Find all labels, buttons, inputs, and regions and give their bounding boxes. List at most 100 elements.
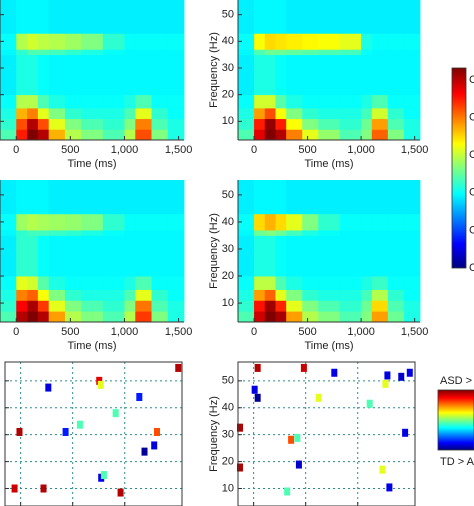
- heat-cell: [361, 108, 373, 120]
- heat-cell: [27, 213, 39, 231]
- heat-cell: [0, 49, 17, 56]
- heat-cell: [387, 108, 405, 120]
- heat-cell: [275, 94, 287, 109]
- heat-cell: [238, 235, 255, 277]
- heat-cell: [37, 213, 50, 231]
- heat-cell: [0, 300, 17, 312]
- heat-cell: [64, 230, 82, 236]
- heat-cell: [0, 180, 17, 215]
- heat-cell: [64, 108, 82, 120]
- heat-cell: [286, 94, 303, 109]
- colorbar-top-label: ASD > T: [440, 375, 474, 387]
- heat-cell: [64, 213, 82, 231]
- heat-cell: [361, 118, 373, 130]
- heat-cell: [167, 33, 185, 50]
- heat-cell: [371, 230, 389, 236]
- heat-cell: [135, 49, 152, 56]
- x-axis-label: Time (ms): [304, 340, 353, 352]
- significance-cluster: [384, 371, 391, 380]
- heat-cell: [135, 54, 152, 96]
- heat-cell: [318, 0, 341, 34]
- heat-cell: [339, 49, 362, 56]
- heat-cell: [48, 49, 66, 56]
- heat-cell: [102, 0, 125, 34]
- heat-cell: [27, 108, 39, 120]
- heat-cell: [238, 300, 255, 312]
- heat-cell: [387, 230, 405, 236]
- heat-cell: [124, 0, 136, 34]
- heat-cell: [387, 300, 405, 312]
- heat-cell: [264, 33, 276, 50]
- heat-cell: [264, 54, 276, 96]
- heat-cell: [102, 311, 125, 323]
- heat-cell: [339, 276, 362, 290]
- heat-cell: [339, 289, 362, 301]
- heat-cell: [387, 311, 405, 323]
- heat-cell: [361, 213, 373, 231]
- heat-cell: [48, 230, 66, 236]
- heat-cell: [27, 54, 39, 96]
- heat-cell: [275, 108, 287, 120]
- significance-cluster: [16, 427, 23, 436]
- heat-cell: [264, 118, 276, 130]
- heat-cell: [48, 94, 66, 109]
- heat-cell: [318, 300, 341, 312]
- heat-cell: [361, 180, 373, 215]
- heat-cell: [151, 276, 169, 290]
- heat-cell: [318, 289, 341, 301]
- heat-cell: [102, 118, 125, 130]
- heat-cell: [254, 33, 266, 50]
- heat-cell: [81, 276, 104, 290]
- heat-cell: [339, 180, 362, 215]
- heat-cell: [339, 0, 362, 34]
- heat-cell: [64, 0, 82, 34]
- heat-cell: [254, 230, 266, 236]
- heat-cell: [16, 276, 28, 290]
- y-tick-label: 50: [222, 9, 234, 21]
- heat-cell: [37, 300, 50, 312]
- significance-cluster: [315, 393, 322, 402]
- heat-cell: [302, 54, 319, 96]
- heat-cell: [318, 213, 341, 231]
- heat-cell: [275, 235, 287, 277]
- heat-cell: [16, 129, 28, 141]
- heat-cell: [151, 33, 169, 50]
- heat-cell: [81, 300, 104, 312]
- heat-cell: [318, 276, 341, 290]
- heat-cell: [264, 276, 276, 290]
- significance-cluster: [366, 399, 373, 408]
- significance-cluster: [175, 363, 182, 372]
- heat-cell: [37, 180, 50, 215]
- heat-cell: [403, 118, 421, 130]
- heat-cell: [135, 213, 152, 231]
- heat-cell: [48, 33, 66, 50]
- heat-cell: [124, 230, 136, 236]
- heat-cell: [254, 300, 266, 312]
- heat-cell: [151, 49, 169, 56]
- heat-cell: [302, 118, 319, 130]
- x-tick-label: 1,000: [347, 144, 375, 156]
- heat-cell: [27, 230, 39, 236]
- heat-cell: [64, 129, 82, 141]
- heat-cell: [151, 213, 169, 231]
- colorbar-label: C: [469, 149, 474, 161]
- heat-cell: [124, 311, 136, 323]
- heat-cell: [64, 54, 82, 96]
- heat-cell: [0, 118, 17, 130]
- heat-cell: [135, 311, 152, 323]
- heat-cell: [0, 230, 17, 236]
- heat-cell: [48, 118, 66, 130]
- heat-cell: [167, 108, 185, 120]
- heat-cell: [16, 230, 28, 236]
- heat-cell: [238, 180, 255, 215]
- x-tick-label: 0: [13, 144, 19, 156]
- heat-cell: [48, 311, 66, 323]
- heat-cell: [64, 235, 82, 277]
- heat-cell: [371, 129, 389, 141]
- heat-cell: [254, 108, 266, 120]
- significance-cluster: [398, 372, 405, 381]
- heat-cell: [167, 300, 185, 312]
- heat-cell: [37, 289, 50, 301]
- heat-cell: [275, 213, 287, 231]
- heat-cell: [286, 289, 303, 301]
